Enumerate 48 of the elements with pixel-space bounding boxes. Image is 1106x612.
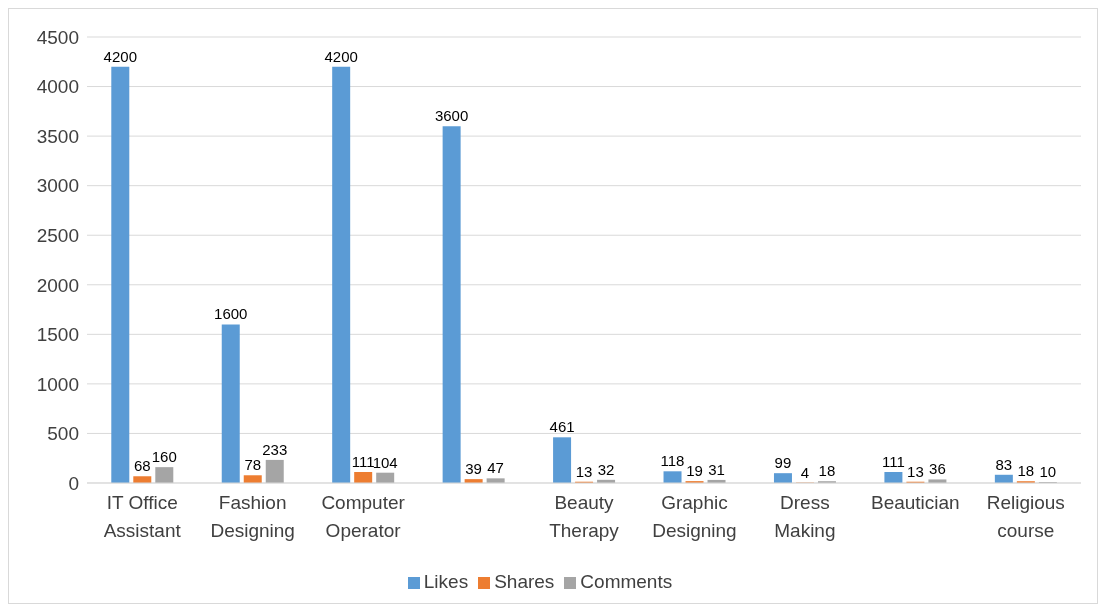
data-label: 32 xyxy=(597,460,615,478)
x-tick-label: Graphic Designing xyxy=(652,492,737,541)
data-label: 3600 xyxy=(434,107,469,125)
data-label: 111 xyxy=(351,453,375,470)
legend-label: Likes xyxy=(423,571,469,592)
y-tick-label: 2000 xyxy=(36,274,79,296)
data-label: 104 xyxy=(372,453,398,471)
x-tick-label: Computer Operator xyxy=(321,492,406,541)
y-tick-label: 1000 xyxy=(36,373,79,395)
y-tick-label: 3500 xyxy=(36,125,79,147)
data-label: 13 xyxy=(907,462,924,480)
y-tick-label: 4000 xyxy=(36,76,79,98)
x-tick-label: Beautician xyxy=(870,492,960,513)
data-label: 47 xyxy=(487,459,504,477)
data-label: 160 xyxy=(151,448,177,466)
y-tick-label: 3000 xyxy=(36,175,79,197)
data-label: 1600 xyxy=(214,305,248,323)
data-label: 83 xyxy=(995,455,1013,473)
x-tick-label: Dress Making xyxy=(774,492,836,541)
data-label: 36 xyxy=(929,460,946,478)
y-tick-label: 0 xyxy=(68,472,79,494)
data-label: 19 xyxy=(686,462,703,480)
data-label: 99 xyxy=(774,454,792,472)
data-label: 111 xyxy=(882,453,905,470)
data-label: 4200 xyxy=(324,47,358,65)
legend-label: Comments xyxy=(580,571,673,592)
data-label: 78 xyxy=(244,456,262,474)
y-tick-label: 500 xyxy=(47,423,79,445)
y-tick-label: 1500 xyxy=(36,324,79,346)
x-tick-label: Beauty Therapy xyxy=(549,492,620,541)
data-label: 233 xyxy=(262,440,288,458)
data-label: 118 xyxy=(660,452,685,470)
data-label: 4200 xyxy=(103,47,137,65)
x-tick-label: Fashion Designing xyxy=(210,492,295,541)
y-tick-label: 4500 xyxy=(36,26,79,48)
x-tick-label: Religious course xyxy=(986,492,1065,541)
x-tick-label: IT Office Assistant xyxy=(103,492,182,541)
data-label: 68 xyxy=(133,457,151,475)
data-label: 18 xyxy=(818,462,836,480)
data-label: 39 xyxy=(465,460,482,478)
y-tick-label: 2500 xyxy=(36,224,79,246)
data-label: 461 xyxy=(549,418,575,436)
data-label: 18 xyxy=(1017,462,1035,480)
data-label: 4 xyxy=(800,463,810,481)
legend-label: Shares xyxy=(494,571,555,592)
data-label: 31 xyxy=(708,460,725,478)
data-label: 10 xyxy=(1039,463,1057,481)
data-label: 13 xyxy=(575,462,593,480)
